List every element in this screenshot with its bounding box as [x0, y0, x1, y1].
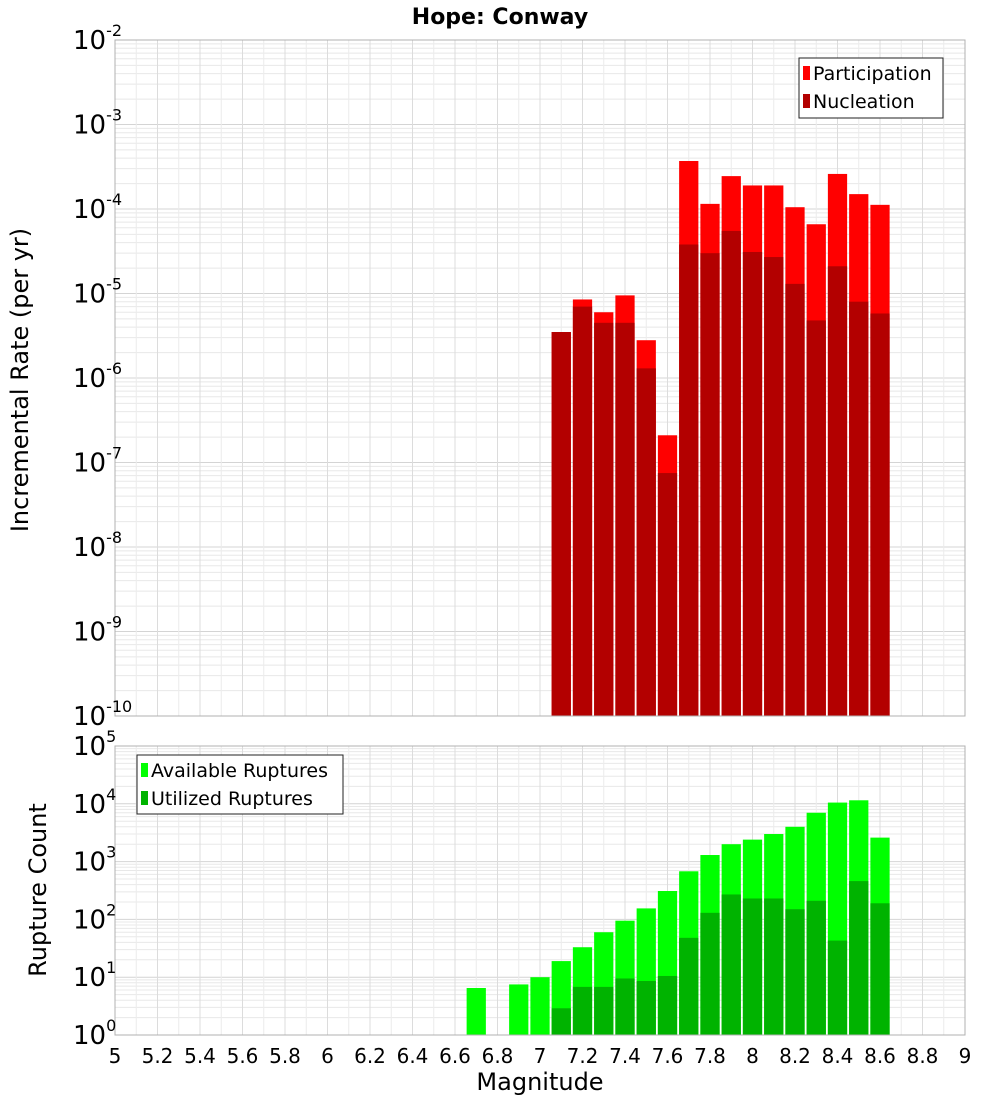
bottom-bar	[700, 912, 720, 1035]
top-y-tick-label: 10-3	[73, 106, 122, 141]
top-bar	[594, 322, 614, 716]
top-y-tick-label: 10-5	[73, 275, 122, 310]
top-bar	[870, 313, 890, 716]
top-y-tick-label: 10-8	[73, 528, 122, 563]
bottom-count-panel: 100 101 102 103 104 105 Available Ruptures Util…	[73, 727, 971, 1068]
top-y-axis-label: Incremental Rate (per yr)	[6, 228, 34, 532]
bottom-bar	[530, 977, 550, 1035]
bottom-y-axis-label: Rupture Count	[24, 803, 52, 977]
bottom-bar	[721, 894, 741, 1035]
top-bar	[742, 251, 763, 717]
top-bar	[636, 368, 656, 716]
top-bar	[679, 244, 699, 716]
bottom-legend-label: Utilized Ruptures	[151, 788, 313, 810]
top-legend-label: Nucleation	[813, 91, 915, 113]
chart-title: Hope: Conway	[412, 5, 588, 30]
bottom-x-tick-label: 5.4	[184, 1044, 216, 1068]
top-bar	[615, 322, 635, 716]
bottom-x-tick-label: 5.8	[269, 1044, 301, 1068]
bottom-x-tick-label: 8.4	[822, 1044, 854, 1068]
bottom-y-tick-label: 102	[73, 900, 116, 935]
bottom-x-tick-label: 8.2	[779, 1044, 811, 1068]
bottom-y-tick-label: 103	[73, 843, 116, 878]
bottom-x-tick-label: 7.2	[567, 1044, 599, 1068]
bottom-legend-box	[136, 754, 344, 815]
top-bar	[806, 320, 826, 716]
bottom-x-tick-label: 5.2	[142, 1044, 174, 1068]
top-bar	[827, 266, 848, 716]
bottom-bar	[509, 984, 529, 1035]
bottom-x-tick-label: 6.6	[439, 1044, 471, 1068]
bottom-bar	[870, 903, 890, 1035]
top-bar	[657, 473, 678, 716]
top-legend-swatch	[803, 66, 810, 80]
x-axis-label: Magnitude	[476, 1068, 603, 1096]
bottom-bar	[594, 986, 614, 1035]
top-bar	[572, 306, 593, 716]
bottom-x-tick-label: 7.8	[694, 1044, 726, 1068]
bottom-x-tick-label: 7.6	[652, 1044, 684, 1068]
bottom-x-ticks: 5 5.2 5.4 5.6 5.8 6 6.2 6.4 6.6 6.8 7 7.2 7.4 7.6 7.8 8…	[109, 1044, 972, 1068]
top-bar	[700, 253, 720, 716]
top-bar	[849, 301, 869, 716]
top-y-ticks: 10-10 10-9 10-8 10-7 10-6 10-5 10-4 10-3 10-2	[73, 21, 132, 732]
bottom-legend-label: Available Ruptures	[151, 760, 328, 782]
bottom-x-tick-label: 7	[534, 1044, 547, 1068]
bottom-y-ticks: 100 101 102 103 104 105	[73, 727, 116, 1051]
bottom-bar	[551, 1008, 571, 1035]
top-y-tick-label: 10-7	[73, 444, 122, 479]
bottom-bar	[657, 975, 678, 1035]
bottom-y-tick-label: 101	[73, 958, 116, 993]
bottom-x-tick-label: 9	[959, 1044, 972, 1068]
bottom-plot-frame	[114, 745, 966, 1036]
top-y-tick-label: 10-2	[73, 21, 122, 56]
bottom-x-tick-label: 8.6	[864, 1044, 896, 1068]
bottom-bar	[466, 988, 486, 1035]
top-legend-label: Participation	[813, 63, 932, 85]
bottom-x-tick-label: 7.4	[609, 1044, 641, 1068]
bottom-x-tick-label: 5	[109, 1044, 122, 1068]
bottom-y-tick-label: 105	[73, 727, 116, 762]
bottom-y-tick-label: 100	[73, 1016, 116, 1051]
top-rate-panel: 10-10 10-9 10-8 10-7 10-6 10-5 10-4 10-3 10-2 Par…	[73, 21, 966, 732]
bottom-series-1	[551, 881, 890, 1035]
top-bar	[551, 332, 571, 716]
bottom-bar	[785, 909, 805, 1035]
bottom-x-tick-label: 6	[321, 1044, 334, 1068]
bottom-bar	[742, 898, 763, 1035]
bottom-bar	[636, 980, 656, 1035]
top-bar	[785, 283, 805, 716]
bottom-legend-swatch	[141, 791, 148, 805]
bottom-bar	[849, 881, 869, 1035]
top-y-tick-label: 10-9	[73, 613, 122, 648]
top-y-tick-label: 10-4	[73, 190, 122, 225]
bottom-bar	[827, 940, 848, 1035]
bottom-x-tick-label: 8.8	[907, 1044, 939, 1068]
bottom-bar	[764, 898, 784, 1035]
top-y-tick-label: 10-10	[73, 697, 132, 732]
bottom-y-tick-label: 104	[73, 785, 116, 820]
top-plot-frame	[114, 39, 966, 717]
top-legend-swatch	[803, 94, 810, 108]
bottom-x-tick-label: 8	[746, 1044, 759, 1068]
bottom-bar	[679, 937, 699, 1035]
bottom-x-tick-label: 6.4	[397, 1044, 429, 1068]
top-y-tick-label: 10-6	[73, 359, 122, 394]
bottom-bar	[572, 986, 593, 1035]
top-bar	[721, 230, 741, 717]
bottom-bar	[615, 978, 635, 1035]
bottom-legend-swatch	[141, 763, 148, 777]
bottom-legend: Available Ruptures Utilized Ruptures	[136, 754, 344, 815]
bottom-x-tick-label: 6.8	[482, 1044, 514, 1068]
top-legend-box	[798, 57, 944, 119]
bottom-x-tick-label: 6.2	[354, 1044, 386, 1068]
top-legend: Participation Nucleation	[798, 57, 944, 119]
bottom-bar	[806, 900, 826, 1035]
top-bar	[764, 257, 784, 716]
top-series-1	[551, 230, 890, 717]
bottom-x-tick-label: 5.6	[227, 1044, 259, 1068]
